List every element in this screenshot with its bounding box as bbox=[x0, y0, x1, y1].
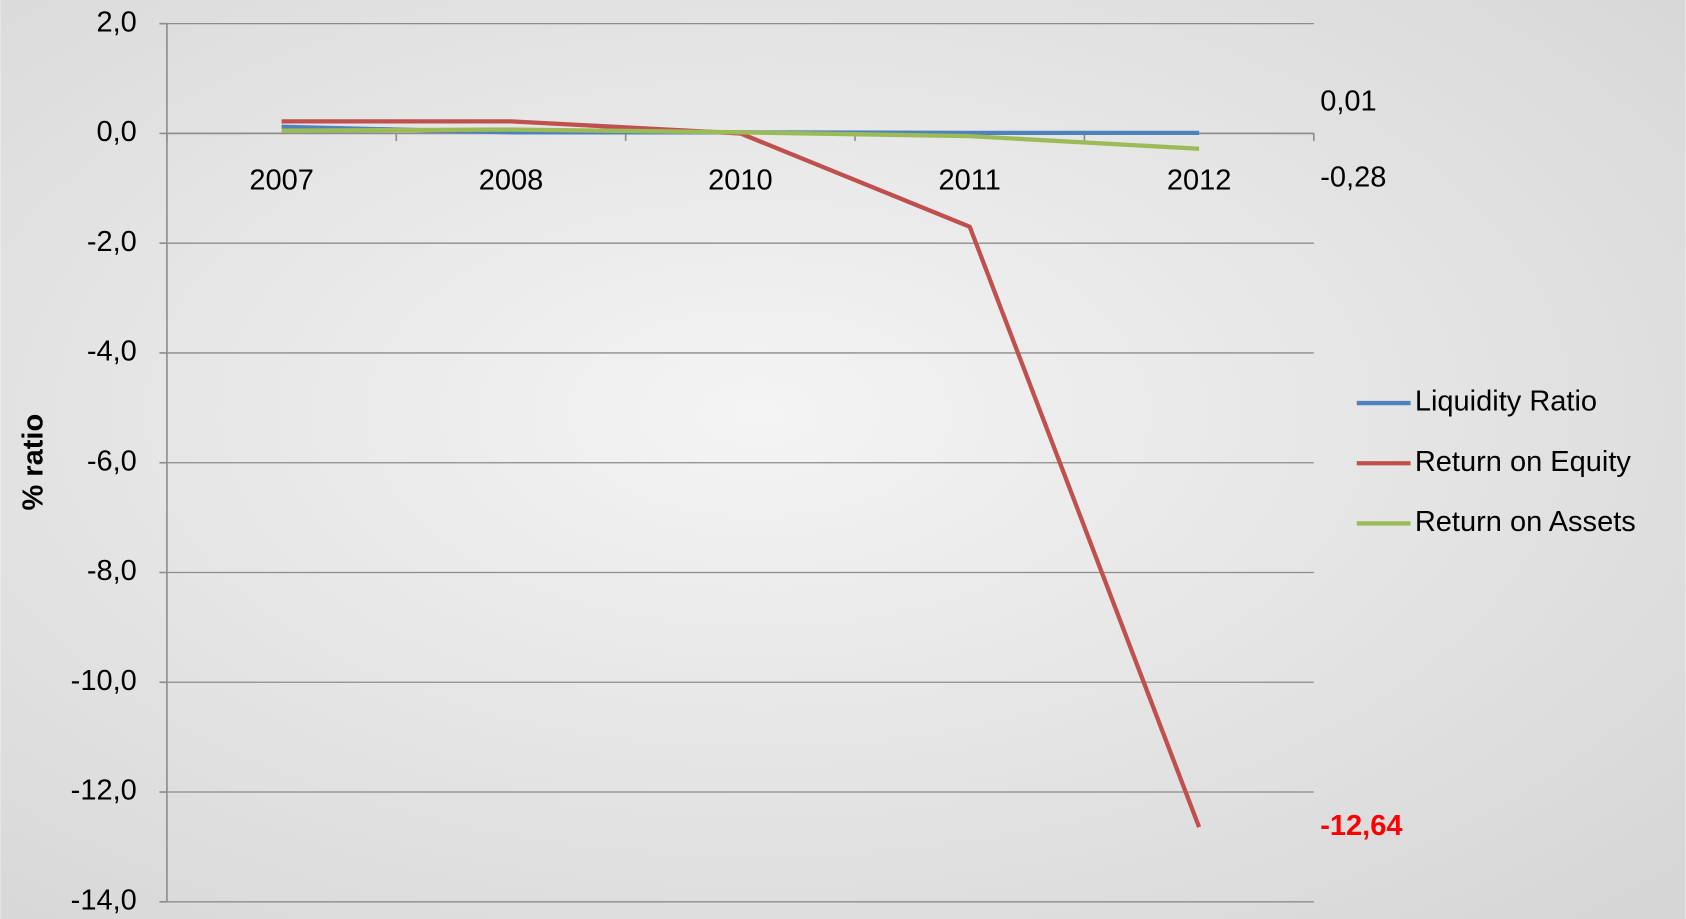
y-tick-label: -2,0 bbox=[87, 226, 137, 258]
y-tick-label: -6,0 bbox=[87, 445, 137, 477]
series-line bbox=[281, 127, 1200, 151]
y-tick-label: -10,0 bbox=[71, 665, 137, 697]
data-label: -12,64 bbox=[1320, 810, 1402, 842]
x-tick-label: 2010 bbox=[708, 164, 773, 196]
y-tick-label: -4,0 bbox=[87, 336, 137, 368]
y-tick-label: 2,0 bbox=[96, 6, 136, 38]
x-tick-label: 2011 bbox=[939, 164, 1001, 196]
x-tick-label: 2012 bbox=[1167, 164, 1232, 196]
x-tick-label: 2008 bbox=[479, 164, 544, 196]
legend-label: Return on Assets bbox=[1415, 506, 1636, 538]
x-tick-label: 2007 bbox=[249, 164, 314, 196]
data-label: -0,28 bbox=[1320, 162, 1386, 194]
y-tick-label: -14,0 bbox=[71, 884, 137, 916]
legend-label: Liquidity Ratio bbox=[1415, 386, 1597, 418]
y-tick-label: -8,0 bbox=[87, 555, 137, 587]
y-tick-label: -12,0 bbox=[71, 775, 137, 807]
y-tick-label: 0,0 bbox=[96, 116, 136, 148]
y-axis-title: % ratio bbox=[17, 414, 49, 511]
data-label: 0,01 bbox=[1320, 85, 1376, 117]
legend-label: Return on Equity bbox=[1415, 446, 1632, 478]
